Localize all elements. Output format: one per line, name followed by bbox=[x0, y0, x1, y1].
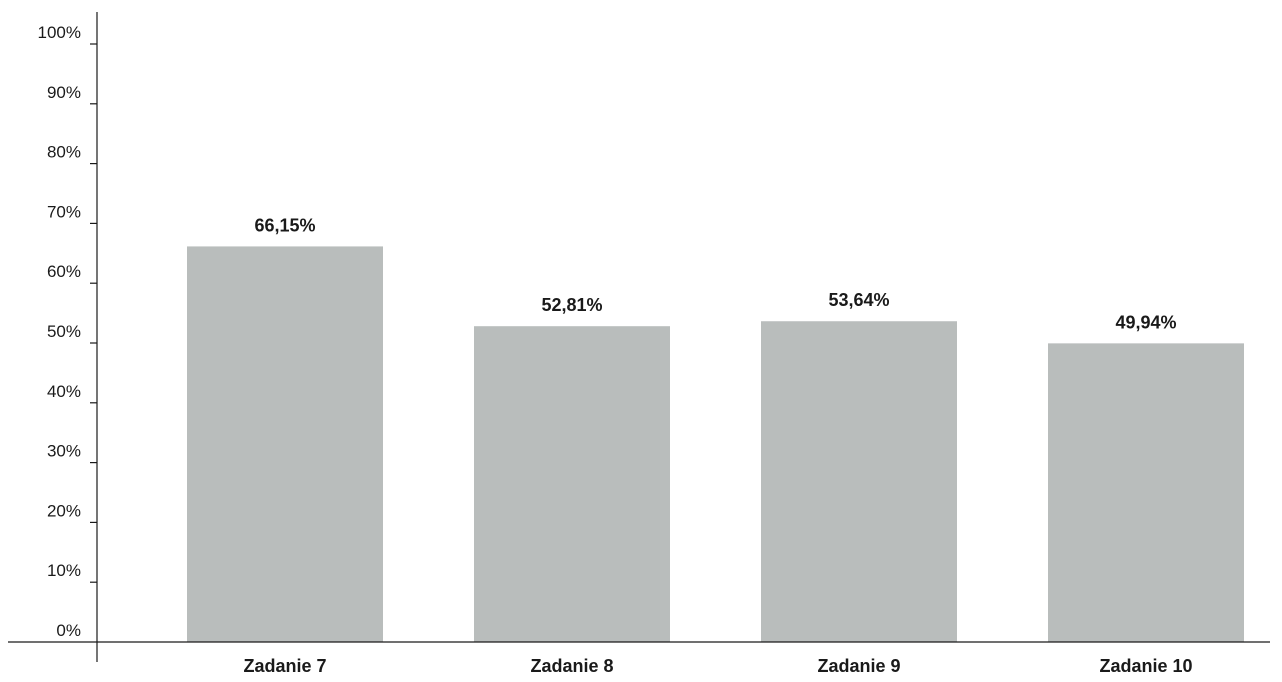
y-tick-label: 50% bbox=[47, 322, 81, 341]
y-tick-label: 30% bbox=[47, 442, 81, 461]
y-tick-label: 80% bbox=[47, 143, 81, 162]
y-tick-label: 60% bbox=[47, 262, 81, 281]
bar-value-label: 53,64% bbox=[828, 290, 889, 310]
y-tick-label: 20% bbox=[47, 501, 81, 520]
bar bbox=[761, 321, 957, 642]
y-tick-label: 40% bbox=[47, 382, 81, 401]
x-category-label: Zadanie 9 bbox=[817, 656, 900, 676]
y-tick-label: 70% bbox=[47, 202, 81, 221]
x-category-label: Zadanie 8 bbox=[530, 656, 613, 676]
x-category-label: Zadanie 10 bbox=[1099, 656, 1192, 676]
bar-value-label: 49,94% bbox=[1115, 312, 1176, 332]
y-tick-label: 90% bbox=[47, 83, 81, 102]
x-category-label: Zadanie 7 bbox=[243, 656, 326, 676]
bar-value-label: 66,15% bbox=[254, 215, 315, 235]
x-axis-labels: Zadanie 7 Zadanie 8 Zadanie 9 Zadanie 10 bbox=[243, 656, 1192, 676]
y-tick-label: 0% bbox=[56, 621, 81, 640]
bar-value-label: 52,81% bbox=[541, 295, 602, 315]
y-tick-label: 10% bbox=[47, 561, 81, 580]
bar bbox=[474, 326, 670, 642]
bar bbox=[187, 246, 383, 642]
bar bbox=[1048, 343, 1244, 642]
y-tick-label: 100% bbox=[38, 23, 81, 42]
y-axis-ticks: 0% 10% 20% 30% 40% 50% 60% 70% 80% 90% 100% bbox=[38, 23, 97, 640]
data-labels: 66,15% 52,81% 53,64% 49,94% bbox=[254, 215, 1176, 332]
bar-series bbox=[187, 246, 1244, 642]
